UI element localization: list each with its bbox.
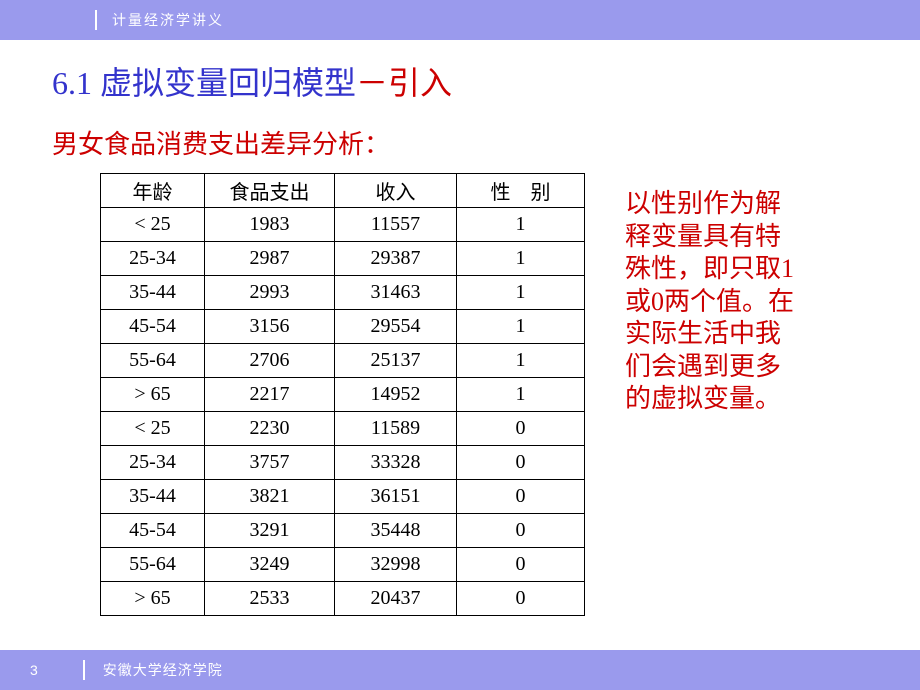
table-cell: 29554 (335, 310, 457, 344)
table-row: < 251983115571 (101, 208, 585, 242)
table-cell: 25137 (335, 344, 457, 378)
table-cell: 25-34 (101, 242, 205, 276)
table-cell: 0 (457, 412, 585, 446)
table-row: 45-543291354480 (101, 514, 585, 548)
table-header-row: 年龄 食品支出 收入 性别 (101, 174, 585, 208)
table-cell: 2533 (205, 582, 335, 616)
table-cell: < 25 (101, 208, 205, 242)
course-name: 计量经济学讲义 (95, 10, 224, 30)
table-cell: 2230 (205, 412, 335, 446)
table-cell: 1 (457, 276, 585, 310)
table-row: < 252230115890 (101, 412, 585, 446)
table-cell: 32998 (335, 548, 457, 582)
table-cell: 2217 (205, 378, 335, 412)
table-cell: 29387 (335, 242, 457, 276)
table-cell: 36151 (335, 480, 457, 514)
table-cell: 1 (457, 344, 585, 378)
col-header-age: 年龄 (101, 174, 205, 208)
table-cell: 3821 (205, 480, 335, 514)
table-cell: 1 (457, 378, 585, 412)
table-cell: 1983 (205, 208, 335, 242)
table-row: > 652533204370 (101, 582, 585, 616)
table-cell: > 65 (101, 378, 205, 412)
table-cell: 3156 (205, 310, 335, 344)
table-cell: 11589 (335, 412, 457, 446)
table-cell: > 65 (101, 582, 205, 616)
institution-name: 安徽大学经济学院 (83, 660, 223, 680)
col-header-gender: 性别 (457, 174, 585, 208)
table-cell: 2706 (205, 344, 335, 378)
table-cell: 1 (457, 208, 585, 242)
side-note: 以性别作为解释变量具有特殊性，即只取1或0两个值。在实际生活中我们会遇到更多的虚… (625, 188, 795, 616)
title-main: 6.1 虚拟变量回归模型 (52, 65, 356, 101)
table-cell: 45-54 (101, 514, 205, 548)
table-cell: 0 (457, 548, 585, 582)
slide-title: 6.1 虚拟变量回归模型－引入 (52, 58, 920, 104)
table-cell: 11557 (335, 208, 457, 242)
table-cell: 55-64 (101, 548, 205, 582)
table-cell: 35-44 (101, 276, 205, 310)
content-area: 年龄 食品支出 收入 性别 < 25198311557125-342987293… (0, 173, 920, 616)
table-row: 45-543156295541 (101, 310, 585, 344)
table-row: 25-343757333280 (101, 446, 585, 480)
table-cell: 0 (457, 446, 585, 480)
table-row: 35-442993314631 (101, 276, 585, 310)
table-cell: 2987 (205, 242, 335, 276)
table-cell: 20437 (335, 582, 457, 616)
table-cell: 35-44 (101, 480, 205, 514)
table-cell: < 25 (101, 412, 205, 446)
title-sub: －引入 (356, 65, 452, 101)
page-number: 3 (30, 662, 38, 678)
table-cell: 2993 (205, 276, 335, 310)
footer-bar: 3 安徽大学经济学院 (0, 650, 920, 690)
table-row: > 652217149521 (101, 378, 585, 412)
table-cell: 14952 (335, 378, 457, 412)
table-cell: 1 (457, 242, 585, 276)
table-cell: 45-54 (101, 310, 205, 344)
subtitle: 男女食品消费支出差异分析： (52, 124, 920, 161)
table-row: 55-643249329980 (101, 548, 585, 582)
table-cell: 33328 (335, 446, 457, 480)
table-cell: 3291 (205, 514, 335, 548)
data-table-wrap: 年龄 食品支出 收入 性别 < 25198311557125-342987293… (100, 173, 585, 616)
col-header-income: 收入 (335, 174, 457, 208)
table-cell: 35448 (335, 514, 457, 548)
table-cell: 55-64 (101, 344, 205, 378)
table-row: 55-642706251371 (101, 344, 585, 378)
data-table: 年龄 食品支出 收入 性别 < 25198311557125-342987293… (100, 173, 585, 616)
table-cell: 0 (457, 480, 585, 514)
table-cell: 31463 (335, 276, 457, 310)
table-cell: 0 (457, 514, 585, 548)
col-header-food: 食品支出 (205, 174, 335, 208)
table-cell: 25-34 (101, 446, 205, 480)
table-row: 35-443821361510 (101, 480, 585, 514)
table-cell: 1 (457, 310, 585, 344)
table-row: 25-342987293871 (101, 242, 585, 276)
table-body: < 25198311557125-34298729387135-44299331… (101, 208, 585, 616)
table-cell: 3757 (205, 446, 335, 480)
table-cell: 3249 (205, 548, 335, 582)
header-bar: 计量经济学讲义 (0, 0, 920, 40)
table-cell: 0 (457, 582, 585, 616)
